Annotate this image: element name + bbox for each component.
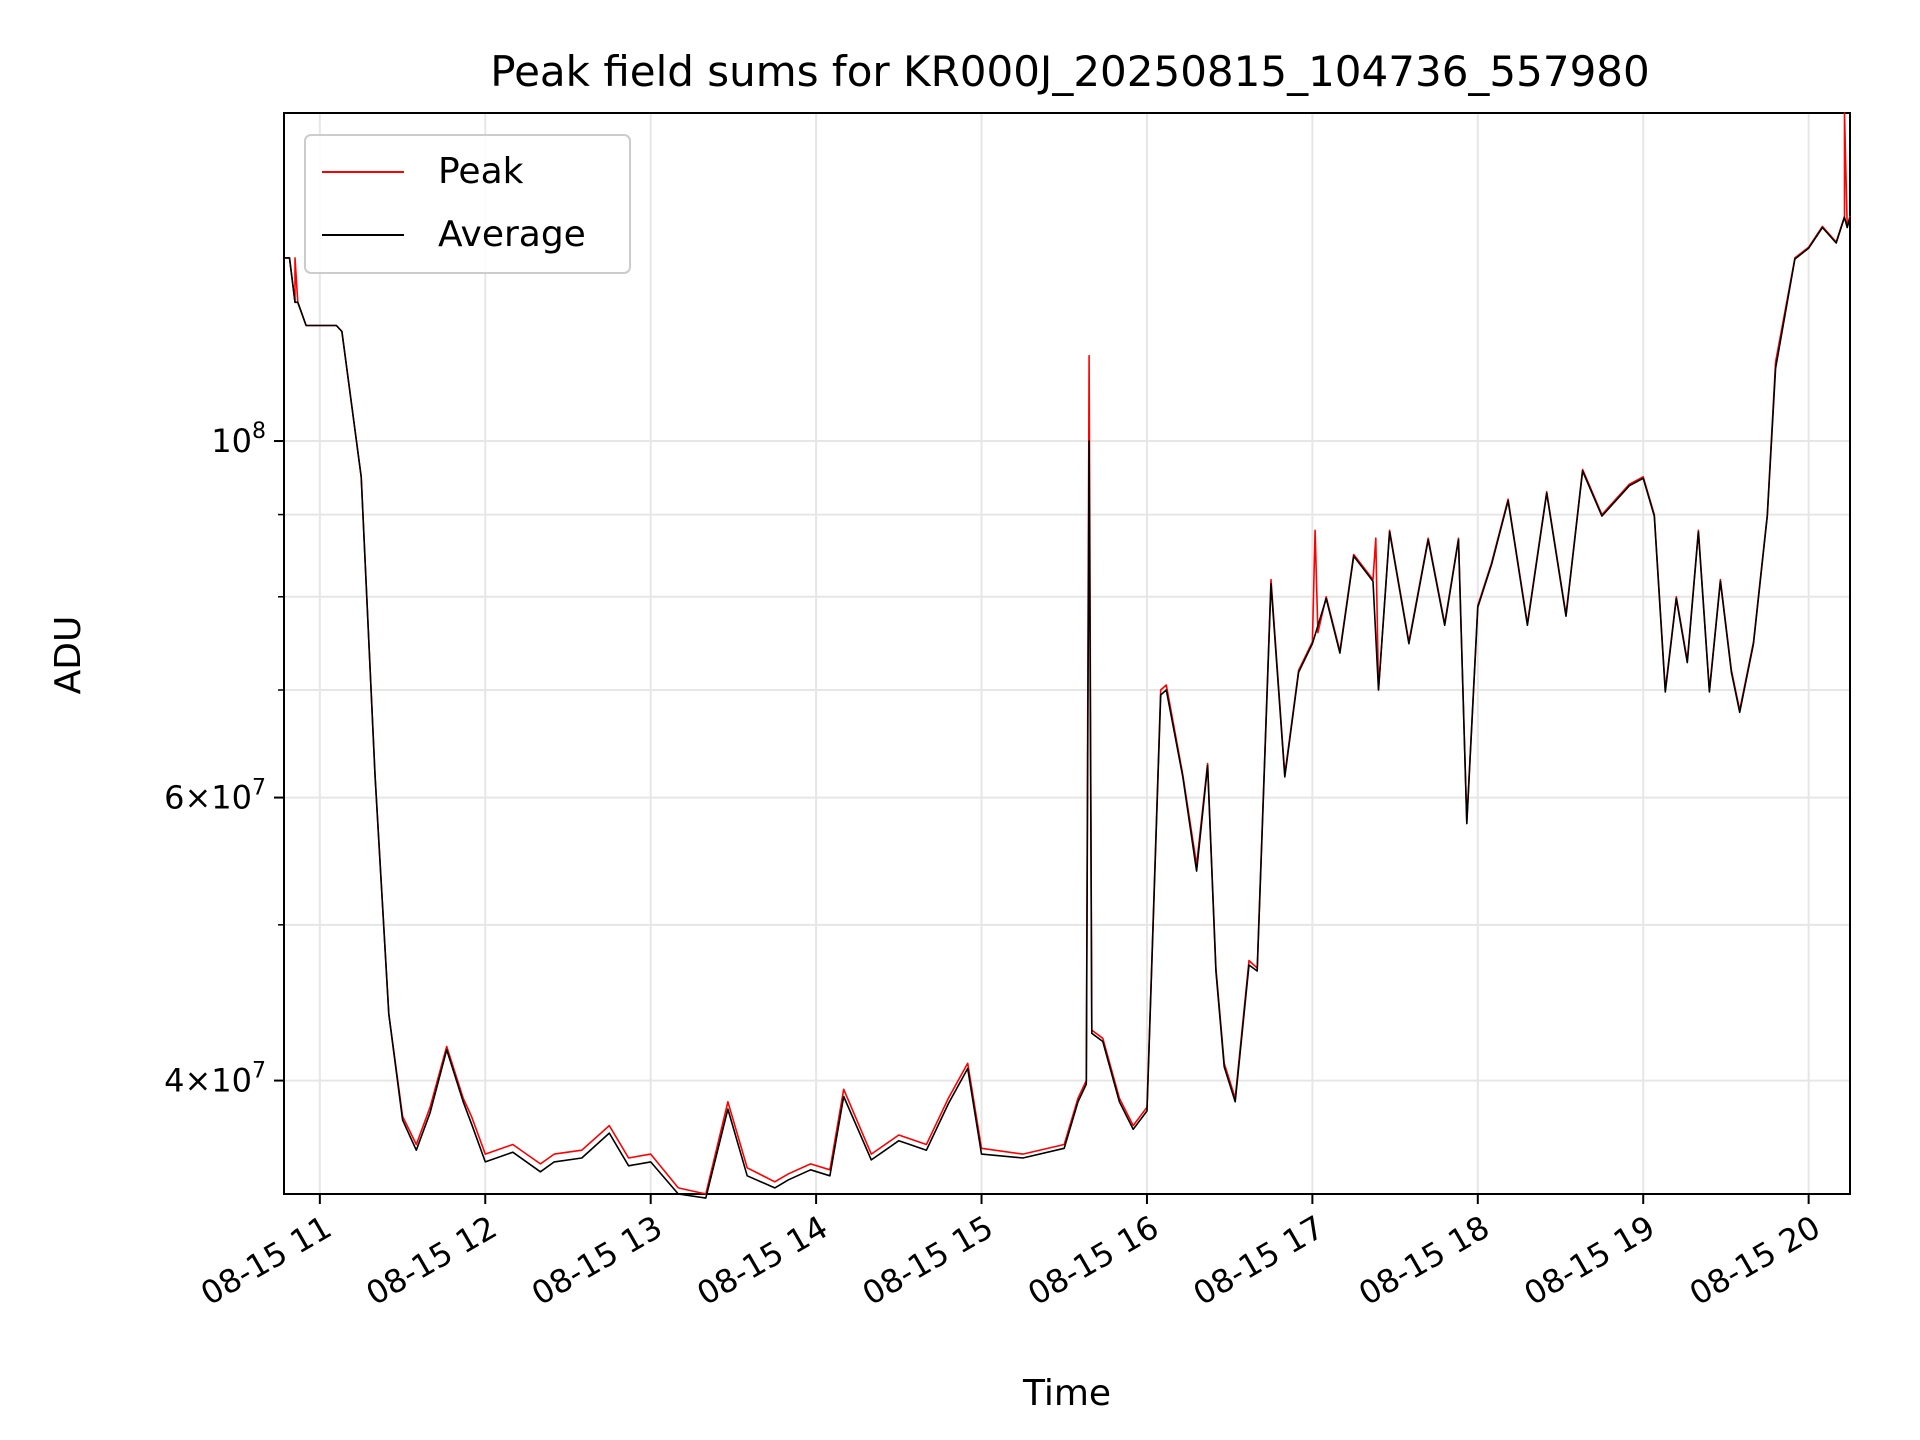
x-tick-label: 08-15 16: [1021, 1208, 1165, 1313]
y-axis-title: ADU: [48, 616, 89, 695]
x-axis-title: Time: [1022, 1373, 1111, 1414]
legend-box: [304, 134, 631, 274]
x-tick-label: 08-15 14: [691, 1208, 835, 1313]
x-tick-label: 08-15 15: [856, 1208, 1000, 1313]
grid-lines: [284, 113, 1850, 1194]
y-tick-label: 108: [211, 419, 266, 460]
chart-title: Peak field sums for KR000J_20250815_1047…: [490, 47, 1650, 96]
x-tick-label: 08-15 11: [194, 1208, 338, 1313]
x-tick-label: 08-15 19: [1518, 1208, 1662, 1313]
series-line-peak: [284, 112, 1851, 1195]
series-line-average: [284, 216, 1851, 1199]
x-tick-label: 08-15 12: [360, 1208, 504, 1313]
x-tick-label: 08-15 20: [1683, 1208, 1827, 1313]
plot-area: [283, 112, 1851, 1195]
legend: Peak Average: [304, 134, 631, 274]
legend-label-average: Average: [438, 214, 586, 255]
y-tick-label: 4×107: [164, 1059, 266, 1100]
y-tick-label: 6×107: [164, 776, 266, 817]
x-tick-label: 08-15 17: [1187, 1208, 1331, 1313]
y-axis: 4×107 6×107 108: [164, 419, 284, 1100]
x-tick-label: 08-15 18: [1352, 1208, 1496, 1313]
x-axis: 08-15 11 08-15 12 08-15 13 08-15 14 08-15 15…: [194, 1194, 1827, 1313]
x-tick-label: 08-15 13: [525, 1208, 669, 1313]
legend-label-peak: Peak: [438, 151, 524, 192]
series-layer: [284, 112, 1851, 1199]
